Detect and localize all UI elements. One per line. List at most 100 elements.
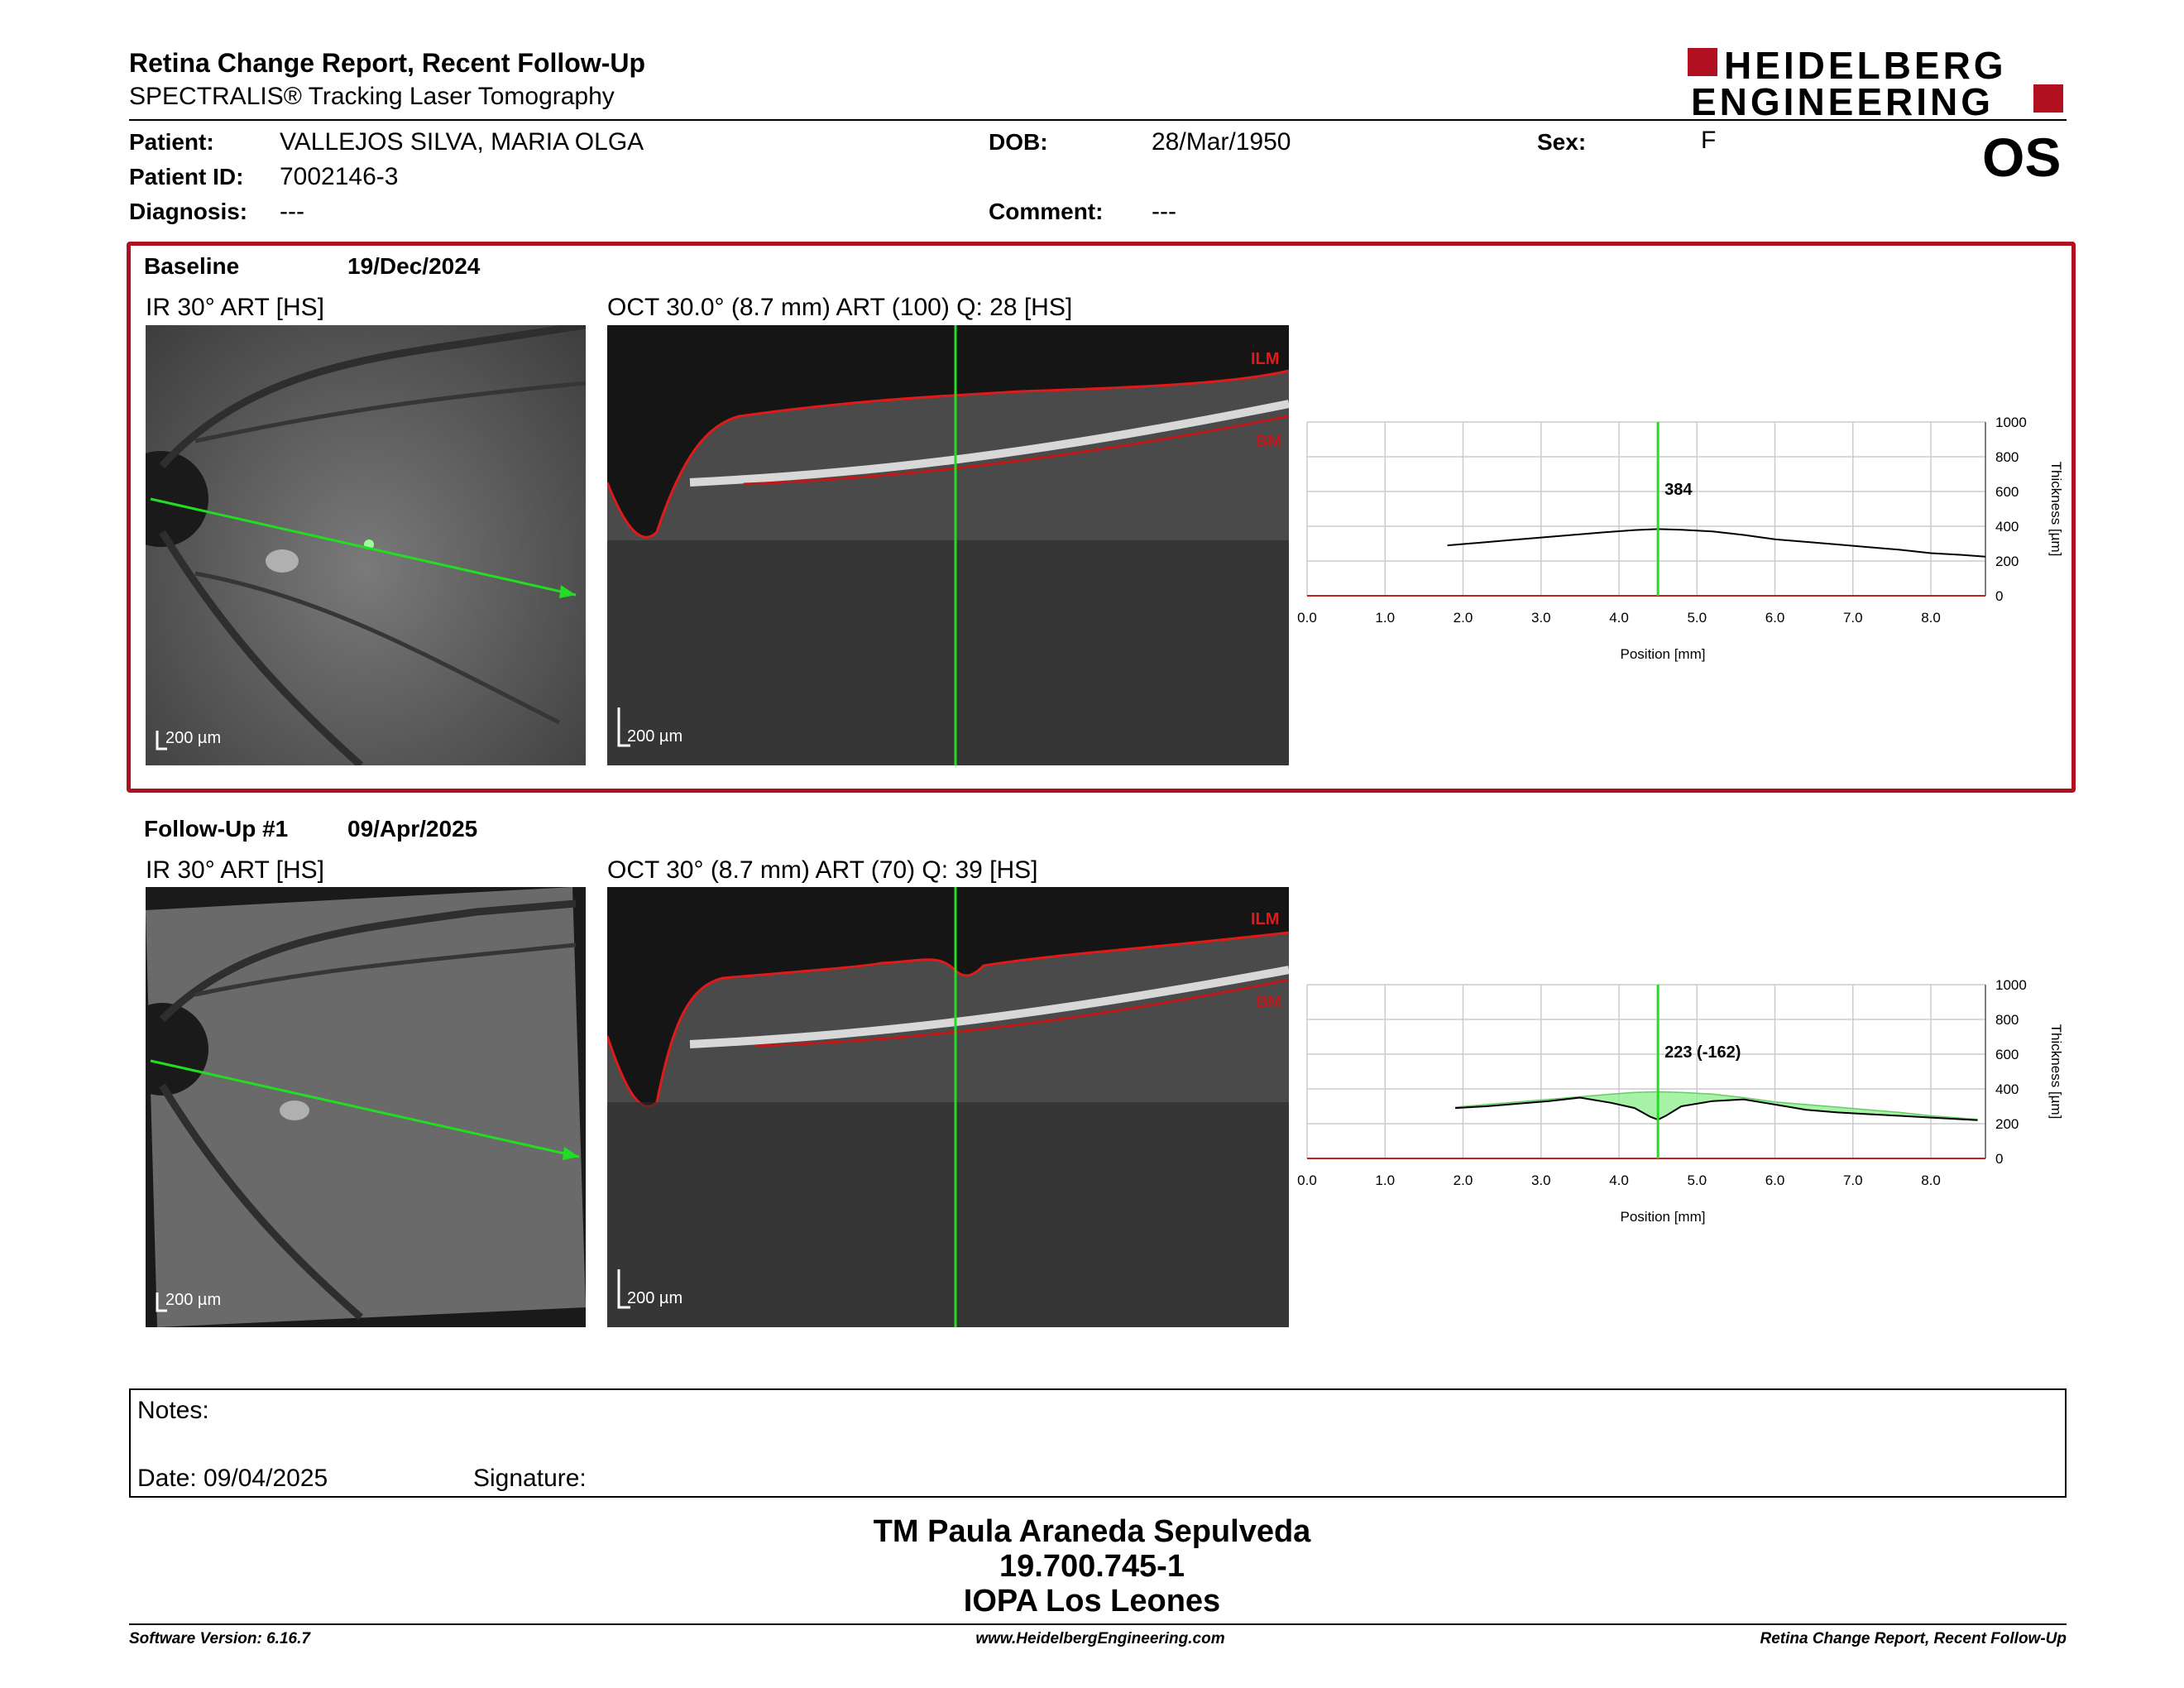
x-tick-label: 7.0	[1843, 1172, 1863, 1188]
vessel	[194, 942, 577, 997]
scan-arrow	[559, 585, 576, 598]
y-tick-label: 600	[1995, 484, 2019, 500]
x-tick-label: 7.0	[1843, 610, 1863, 626]
followup-fundus-drawing	[146, 887, 586, 1327]
x-tick-label: 4.0	[1609, 1172, 1629, 1188]
x-axis-label: Position [mm]	[1621, 1209, 1706, 1225]
report-subtitle: SPECTRALIS® Tracking Laser Tomography	[129, 83, 615, 110]
report-title: Retina Change Report, Recent Follow-Up	[129, 48, 646, 78]
vessel	[194, 381, 586, 444]
y-tick-label: 400	[1995, 519, 2019, 535]
logo-line1: HEIDELBERG	[1724, 44, 2007, 87]
heidelberg-logo: HEIDELBERG ENGINEERING	[1688, 44, 2068, 123]
rpe-band	[689, 966, 1289, 1048]
scale-bar	[156, 731, 167, 750]
marker-value-label: 384	[1664, 481, 1693, 499]
website-link[interactable]: www.HeidelbergEngineering.com	[975, 1630, 1225, 1647]
logo-line2: ENGINEERING	[1691, 80, 1995, 123]
x-tick-label: 8.0	[1921, 1172, 1941, 1188]
y-tick-label: 800	[1995, 449, 2019, 465]
y-tick-label: 200	[1995, 554, 2019, 569]
followup-oct-title: OCT 30° (8.7 mm) ART (70) Q: 39 [HS]	[607, 856, 1038, 884]
eye-indicator: OS	[1982, 127, 2062, 188]
scan-arrow	[563, 1147, 579, 1160]
x-tick-label: 4.0	[1609, 610, 1629, 626]
ilm-line	[607, 931, 1289, 1108]
y-tick-label: 0	[1995, 1151, 2003, 1167]
notes-box: Notes: Date: 09/04/2025 Signature:	[129, 1388, 2067, 1498]
baseline-frame	[127, 242, 2076, 793]
logo-square-bottom	[2033, 84, 2063, 113]
choroid-shade	[607, 540, 1289, 765]
followup-label: Follow-Up #1	[144, 816, 289, 842]
dob-label: DOB:	[989, 129, 1048, 155]
scan-line	[150, 1059, 580, 1158]
scale-bar	[617, 1269, 630, 1309]
x-tick-label: 3.0	[1531, 1172, 1551, 1188]
followup-oct-scale: 200 µm	[627, 1289, 683, 1307]
bm-label: BM	[1256, 433, 1282, 451]
x-tick-label: 1.0	[1375, 610, 1395, 626]
sex-label: Sex:	[1537, 129, 1587, 155]
baseline-oct-image: ILM BM 200 µm	[607, 325, 1289, 765]
logo-square-top	[1688, 48, 1717, 76]
notes-label: Notes:	[137, 1397, 209, 1424]
y-tick-label: 400	[1995, 1081, 2019, 1097]
date-label: Date: 09/04/2025	[137, 1465, 328, 1492]
followup-thickness-plot: 0.0 1.0 2.0 3.0 4.0 5.0 6.0 7.0 8.0 0 200 400 600 800…	[1297, 977, 2064, 1225]
x-tick-label: 3.0	[1531, 610, 1551, 626]
vessel	[159, 325, 586, 469]
signer-id: 19.700.745-1	[999, 1549, 1185, 1584]
x-tick-label: 5.0	[1687, 610, 1707, 626]
ilm-label: ILM	[1251, 910, 1280, 928]
y-axis-label: Thickness [µm]	[2048, 462, 2064, 557]
bm-line	[743, 415, 1289, 486]
x-tick-label: 5.0	[1687, 1172, 1707, 1188]
choroid-shade	[607, 1102, 1289, 1327]
followup-oct-drawing	[607, 887, 1289, 1327]
footer-divider	[129, 1623, 2067, 1625]
comment-label: Comment:	[989, 199, 1104, 224]
signer-name: TM Paula Araneda Sepulveda	[873, 1514, 1311, 1549]
followup-ir-title: IR 30° ART [HS]	[146, 856, 324, 884]
baseline-oct-title: OCT 30.0° (8.7 mm) ART (100) Q: 28 [HS]	[607, 294, 1073, 321]
scale-bar	[156, 1292, 167, 1312]
software-version: Software Version: 6.16.7	[129, 1630, 310, 1647]
marker-value-label: 223 (-162)	[1664, 1043, 1741, 1062]
rotated-fundus	[146, 887, 586, 1327]
baseline-label: Baseline	[144, 253, 240, 279]
followup-series-line	[1455, 1096, 1978, 1121]
vessel	[159, 1083, 363, 1321]
diagnosis-label: Diagnosis:	[129, 199, 248, 224]
lesion	[280, 1101, 309, 1120]
baseline-ir-image: 200 µm	[146, 325, 586, 765]
followup-date: 09/Apr/2025	[347, 816, 478, 842]
bm-label: BM	[1256, 993, 1282, 1011]
footer-report-name: Retina Change Report, Recent Follow-Up	[1760, 1630, 2067, 1647]
followup-ir-image: 200 µm	[146, 887, 586, 1327]
baseline-ir-scale: 200 µm	[165, 729, 222, 747]
patient-id: 7002146-3	[280, 163, 399, 190]
x-tick-label: 6.0	[1765, 1172, 1785, 1188]
vessel	[159, 530, 364, 765]
baseline-series-line	[1455, 1091, 1978, 1120]
ilm-line	[607, 369, 1289, 539]
patient-id-label: Patient ID:	[129, 164, 244, 189]
y-axis-label: Thickness [µm]	[2048, 1024, 2064, 1120]
scale-bar	[617, 707, 630, 747]
baseline-fundus-drawing	[146, 325, 586, 765]
optic-disc	[146, 1003, 208, 1096]
y-tick-label: 1000	[1995, 415, 2027, 430]
patient-name: VALLEJOS SILVA, MARIA OLGA	[280, 128, 644, 156]
comment-value: ---	[1152, 198, 1176, 225]
baseline-ir-title: IR 30° ART [HS]	[146, 294, 324, 321]
diagnosis-value: ---	[280, 198, 304, 225]
x-axis-label: Position [mm]	[1621, 646, 1706, 662]
y-tick-label: 0	[1995, 588, 2003, 604]
x-tick-label: 0.0	[1297, 610, 1317, 626]
followup-oct-image: ILM BM 200 µm	[607, 887, 1289, 1327]
rpe-band	[689, 400, 1289, 487]
x-tick-label: 1.0	[1375, 1172, 1395, 1188]
vessel	[194, 571, 561, 725]
y-tick-label: 1000	[1995, 977, 2027, 993]
